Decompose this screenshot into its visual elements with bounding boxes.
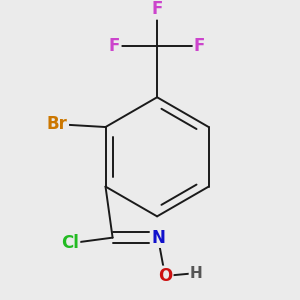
Text: F: F [109, 37, 120, 55]
Text: F: F [194, 37, 205, 55]
Text: Br: Br [47, 115, 68, 133]
Text: N: N [151, 229, 165, 247]
Text: Cl: Cl [61, 234, 79, 252]
Text: F: F [152, 0, 163, 18]
Text: O: O [158, 267, 172, 285]
Text: H: H [190, 266, 203, 280]
